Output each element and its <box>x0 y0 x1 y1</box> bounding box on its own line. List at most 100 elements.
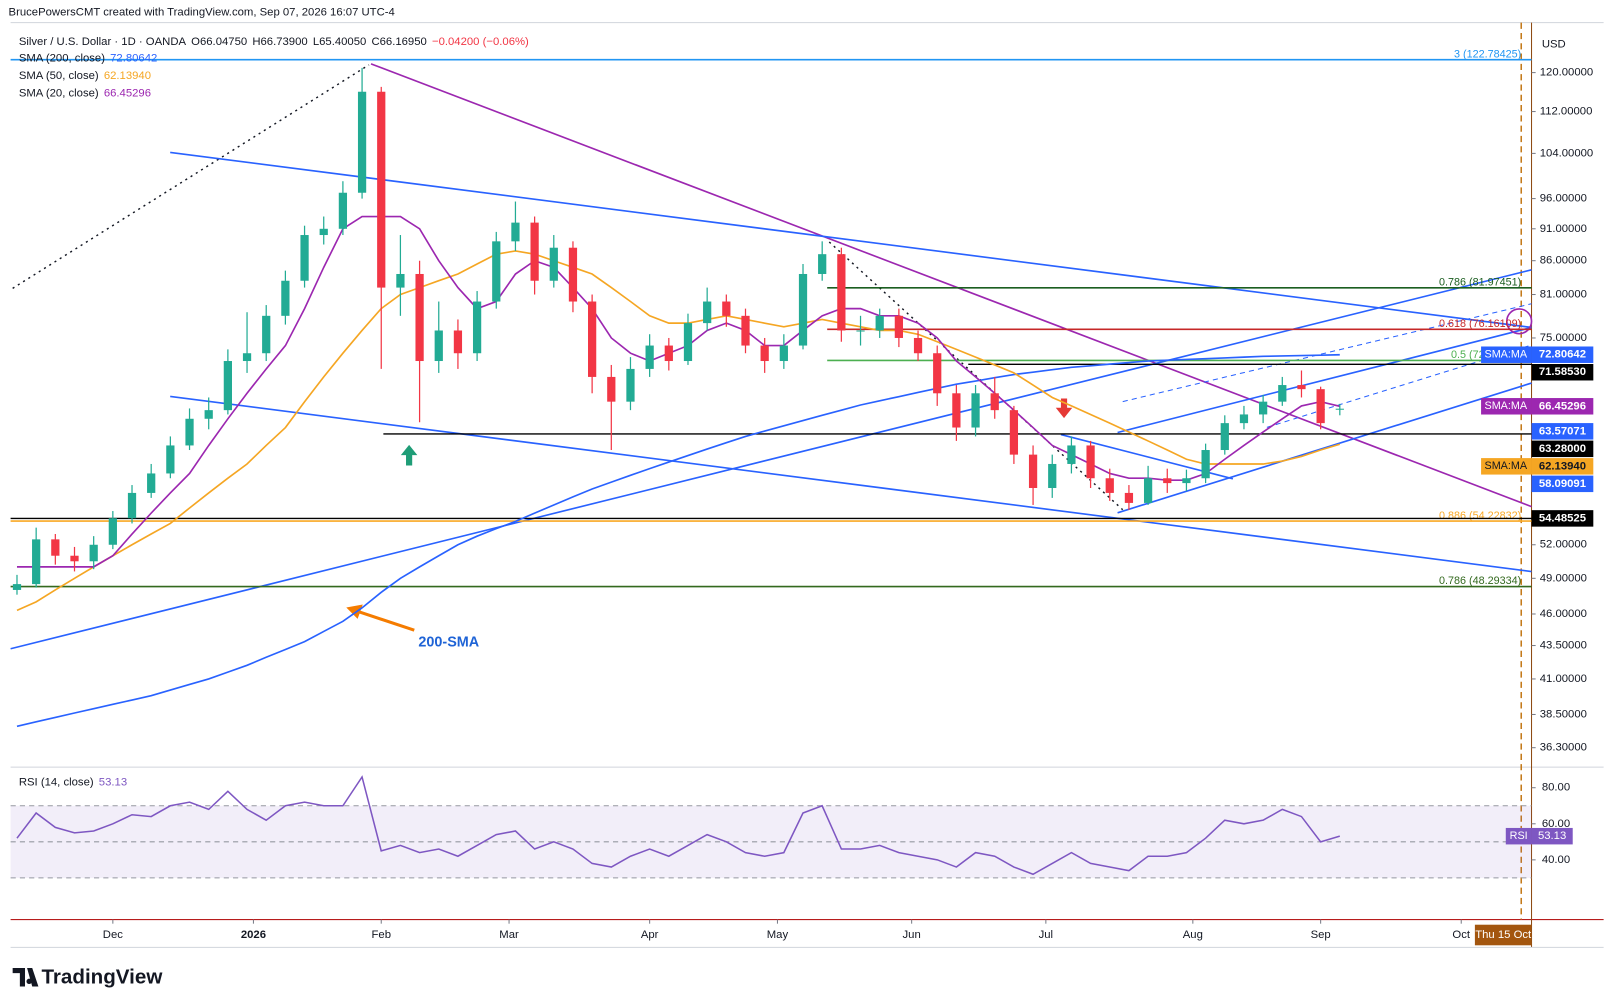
ohlc-value: L65.40050 <box>313 36 366 48</box>
candle-body <box>568 247 578 302</box>
annotation: 200-SMA <box>418 634 479 650</box>
x-tick-label: Sep <box>1311 929 1331 941</box>
candle-body <box>262 315 271 354</box>
candle-body <box>1163 478 1172 484</box>
logo <box>12 967 39 987</box>
candle-body <box>645 345 654 369</box>
trendline <box>170 395 1532 573</box>
x-tick-label: Apr <box>641 929 659 941</box>
y-tick-label: 49.00000 <box>1540 572 1587 584</box>
legend-value: 72.80642 <box>110 53 157 65</box>
candle-body <box>1278 385 1287 402</box>
legend-name: SMA (20, close) <box>19 88 99 100</box>
rsi-line <box>16 775 1341 876</box>
candle-body <box>626 368 635 402</box>
legend-symbol: Silver / U.S. Dollar · 1D · OANDA O66.047… <box>19 36 529 48</box>
candle-body <box>837 254 846 331</box>
ohlc-value: −0.04200 (−0.06%) <box>432 36 529 48</box>
price-tag-box <box>1531 475 1594 493</box>
legend-entry: RSI (14, close) 53.13 <box>19 777 127 789</box>
level-label: 0.786 (81.97451) <box>1439 276 1521 288</box>
candle-body <box>319 228 328 236</box>
rsi-tag-box <box>1505 827 1532 845</box>
price-tag: 71.58530 <box>1539 366 1586 378</box>
candle-body <box>12 584 22 590</box>
trendline <box>10 268 1532 650</box>
x-tick-label: 2026 <box>241 929 266 941</box>
candle-body <box>357 91 367 193</box>
y-tick-label: 80.00 <box>1542 782 1570 794</box>
candle-body <box>607 376 616 402</box>
symbol: Silver / U.S. Dollar · 1D · OANDA <box>19 36 187 48</box>
candle-body <box>1259 401 1268 415</box>
arrows <box>346 398 1073 632</box>
brand: TradingView <box>41 966 163 989</box>
candle-body <box>166 445 175 474</box>
y-tick-label: 75.00000 <box>1540 332 1587 344</box>
candle-body <box>703 301 712 324</box>
candle-body <box>588 301 597 377</box>
candle-body <box>472 301 482 354</box>
price-tag-box <box>1531 458 1594 475</box>
trendlines <box>10 63 1533 650</box>
candle-body <box>51 539 60 556</box>
y-tick-label: 46.00000 <box>1540 608 1587 620</box>
candle-body <box>933 353 942 394</box>
candle-body <box>875 315 884 331</box>
channel-lower <box>1117 382 1532 514</box>
rsi-tag: RSI <box>1510 830 1528 842</box>
ma-tag-box <box>1481 398 1532 415</box>
candle-body <box>818 254 827 274</box>
candle-body <box>549 247 558 281</box>
candle-body <box>1201 450 1210 479</box>
header: BrucePowersCMT created with TradingView.… <box>9 6 395 18</box>
x-tick-label: Jul <box>1039 929 1053 941</box>
candle-body <box>377 91 386 288</box>
candle-body <box>185 418 194 446</box>
y-tick-label: 81.00000 <box>1540 289 1587 301</box>
candle-body <box>204 410 213 419</box>
ma-line <box>16 250 1341 612</box>
candle-body <box>894 315 903 338</box>
candle-body <box>1086 445 1095 479</box>
candle-body <box>223 361 232 411</box>
legend-entry: SMA (50, close) 62.13940 <box>19 70 151 82</box>
y-tick-label: 86.00000 <box>1540 255 1587 267</box>
price-tag-box <box>1531 827 1573 845</box>
legend-value: 53.13 <box>99 777 127 789</box>
legend-value: 66.45296 <box>104 88 151 100</box>
candle-body <box>338 192 348 229</box>
candle-body <box>1143 478 1153 503</box>
price-tag: 62.13940 <box>1539 460 1586 472</box>
y-tick-label: 41.00000 <box>1540 673 1587 685</box>
x-tick-label: Mar <box>499 929 519 941</box>
candle-body <box>1028 454 1038 488</box>
ma-tag: SMA:MA <box>1484 460 1527 472</box>
ma-tag-box <box>1481 458 1532 475</box>
y-tick-label: 60.00 <box>1542 818 1570 830</box>
ma-tag: SMA:MA <box>1484 400 1527 412</box>
price-tag: 63.57071 <box>1539 425 1586 437</box>
legend-value: 62.13940 <box>104 70 151 82</box>
y-tick-label: 112.00000 <box>1540 106 1593 118</box>
candle-body <box>1297 385 1306 390</box>
candle-body <box>530 222 539 281</box>
candle-body <box>913 337 923 354</box>
y-tick-label: 52.00000 <box>1540 539 1587 551</box>
candle-body <box>1335 408 1344 410</box>
candle-body <box>281 280 290 316</box>
annotation-arrowhead <box>346 604 363 619</box>
candle-body <box>798 273 808 346</box>
y-tick-label: 38.50000 <box>1540 708 1587 720</box>
price-tag: 54.48525 <box>1539 512 1586 524</box>
x-tick-label: Jun <box>903 929 921 941</box>
down-arrow <box>1055 398 1073 419</box>
up-arrow <box>400 444 418 466</box>
candle-body <box>1124 492 1134 503</box>
candle-body <box>1048 463 1057 488</box>
level-label: 0.786 (48.29334) <box>1439 575 1521 587</box>
candle-body <box>1182 478 1191 484</box>
price-tag-box <box>1531 510 1594 527</box>
legend-name: RSI (14, close) <box>19 777 94 789</box>
